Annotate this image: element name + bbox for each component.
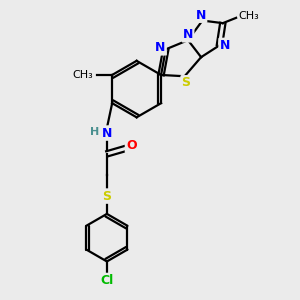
- Text: S: S: [182, 76, 190, 89]
- Text: N: N: [220, 39, 230, 52]
- Text: N: N: [102, 127, 112, 140]
- Text: N: N: [183, 28, 193, 41]
- Text: S: S: [102, 190, 111, 202]
- Text: O: O: [126, 139, 136, 152]
- Text: CH₃: CH₃: [72, 70, 93, 80]
- Text: N: N: [155, 41, 166, 54]
- Text: N: N: [196, 9, 206, 22]
- Text: CH₃: CH₃: [238, 11, 259, 21]
- Text: Cl: Cl: [100, 274, 113, 287]
- Text: H: H: [90, 127, 99, 137]
